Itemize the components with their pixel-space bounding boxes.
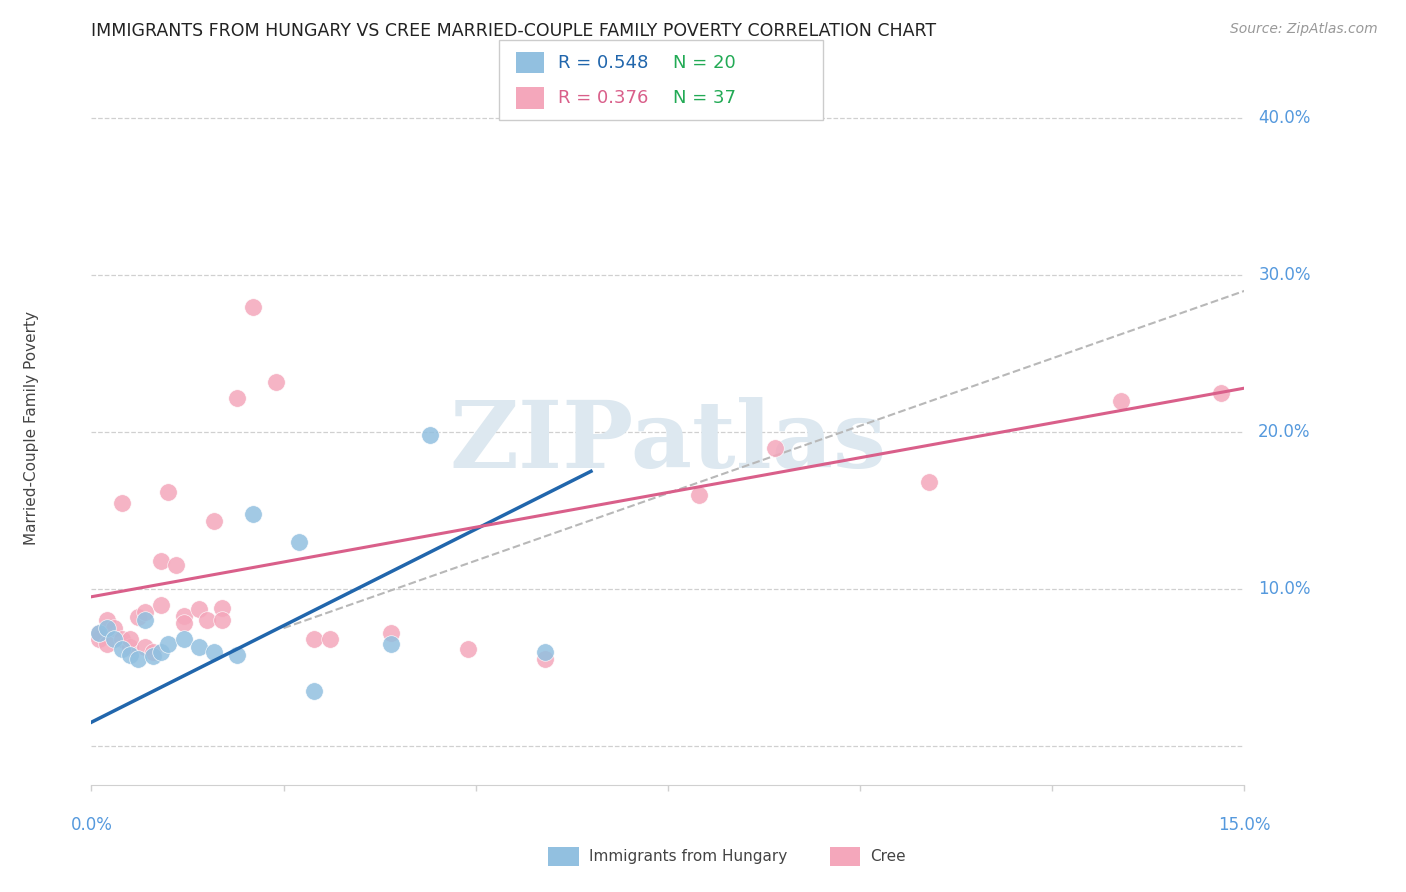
Point [304,632,326,646]
Point [188,640,211,654]
Point [118,648,141,662]
Point [96,637,118,651]
Point [1211,385,1233,400]
Text: 10.0%: 10.0% [1258,580,1310,598]
Point [264,375,287,389]
Point [149,645,172,659]
Point [87,625,110,640]
Point [173,608,195,623]
Text: 40.0%: 40.0% [1258,110,1310,128]
Point [211,613,233,627]
Point [87,625,110,640]
Text: N = 20: N = 20 [673,54,737,71]
Text: 30.0%: 30.0% [1258,266,1310,285]
Point [534,645,557,659]
Point [142,645,165,659]
Point [142,649,165,664]
Point [202,515,225,529]
Point [96,613,118,627]
Point [419,428,441,442]
Text: IMMIGRANTS FROM HUNGARY VS CREE MARRIED-COUPLE FAMILY POVERTY CORRELATION CHART: IMMIGRANTS FROM HUNGARY VS CREE MARRIED-… [91,22,936,40]
Text: R = 0.376: R = 0.376 [558,89,648,107]
Point [157,637,180,651]
Text: 0.0%: 0.0% [70,815,112,833]
Point [534,652,557,666]
Point [242,300,264,314]
Point [134,640,156,654]
Text: 15.0%: 15.0% [1218,815,1271,833]
Point [118,632,141,646]
Point [118,640,141,654]
Point [202,645,225,659]
Text: ZIPatlas: ZIPatlas [450,398,886,487]
Point [288,534,311,549]
Point [149,598,172,612]
Point [242,507,264,521]
Point [918,475,941,490]
Point [157,484,180,499]
Point [173,632,195,646]
Point [111,641,134,656]
Point [380,637,402,651]
Point [304,684,326,698]
Text: Immigrants from Hungary: Immigrants from Hungary [589,849,787,863]
Text: 20.0%: 20.0% [1258,423,1310,441]
Point [195,613,218,627]
Point [111,632,134,646]
Point [226,648,249,662]
Text: Source: ZipAtlas.com: Source: ZipAtlas.com [1230,22,1378,37]
Point [165,558,187,573]
Point [765,441,787,455]
Point [688,488,710,502]
Point [127,652,149,666]
Point [318,632,340,646]
Point [134,606,156,620]
Point [96,621,118,635]
Point [226,391,249,405]
Point [103,632,125,646]
Point [134,613,156,627]
Text: N = 37: N = 37 [673,89,737,107]
Point [457,641,479,656]
Point [149,554,172,568]
Point [127,610,149,624]
Point [103,621,125,635]
Point [380,625,402,640]
Point [111,496,134,510]
Text: Cree: Cree [870,849,905,863]
Text: R = 0.548: R = 0.548 [558,54,648,71]
Point [173,616,195,631]
Point [1111,393,1133,408]
Text: Married-Couple Family Poverty: Married-Couple Family Poverty [24,311,39,545]
Point [87,632,110,646]
Point [211,600,233,615]
Point [188,602,211,616]
